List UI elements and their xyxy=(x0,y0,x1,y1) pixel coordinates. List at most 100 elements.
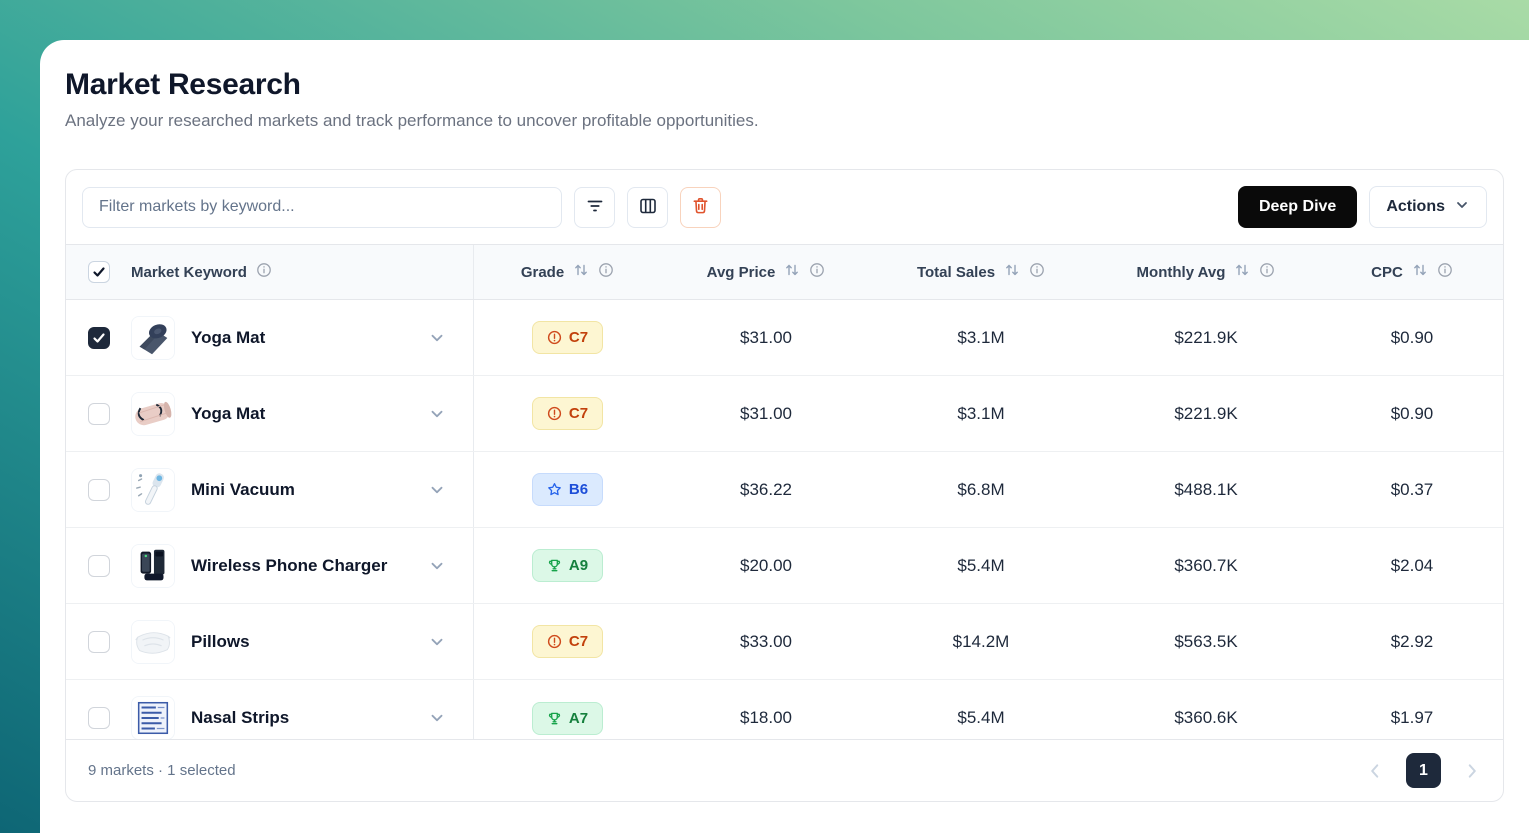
column-header-grade: Grade xyxy=(474,262,661,282)
total-sales-value: $5.4M xyxy=(957,708,1005,727)
column-header-avg-price: Avg Price xyxy=(661,262,871,282)
chevron-down-icon[interactable] xyxy=(428,709,446,727)
sort-icon[interactable] xyxy=(1412,262,1428,282)
trophy-icon xyxy=(547,558,562,573)
total-sales-value: $3.1M xyxy=(957,403,1005,423)
delete-button[interactable] xyxy=(680,186,721,228)
grade-badge: B6 xyxy=(531,473,604,506)
grade-cell: C7 xyxy=(474,625,661,658)
row-checkbox[interactable] xyxy=(87,402,110,425)
grade-value: C7 xyxy=(568,329,589,346)
info-icon[interactable] xyxy=(598,262,614,282)
sort-icon[interactable] xyxy=(1234,262,1250,282)
table-row: Pillows C7 $33.00 $14.2M $563.5K $2.92 xyxy=(66,604,1503,680)
grade-value: C7 xyxy=(568,633,589,650)
actions-button[interactable]: Actions xyxy=(1369,186,1487,228)
toolbar-actions: Deep Dive Actions xyxy=(1237,186,1487,228)
avg-price-value: $20.00 xyxy=(740,555,792,575)
total-sales-value: $5.4M xyxy=(957,555,1005,575)
row-checkbox[interactable] xyxy=(87,554,110,577)
chevron-down-icon[interactable] xyxy=(428,329,446,347)
markets-panel: Deep Dive Actions Market Keyword Grade xyxy=(65,169,1504,802)
chevron-left-icon[interactable] xyxy=(1366,762,1384,780)
avg-price-value: $33.00 xyxy=(740,631,792,651)
info-icon[interactable] xyxy=(1259,262,1275,282)
market-keyword-label: Yoga Mat xyxy=(191,403,266,423)
selection-summary: 9 markets · 1 selected xyxy=(88,762,236,779)
product-image xyxy=(131,696,175,739)
grade-cell: C7 xyxy=(474,321,661,354)
info-icon[interactable] xyxy=(809,262,825,282)
filter-lines-icon xyxy=(585,196,605,219)
column-header-total-sales: Total Sales xyxy=(871,262,1091,282)
select-all-checkbox[interactable] xyxy=(87,261,110,283)
cpc-value: $2.04 xyxy=(1390,555,1434,575)
market-keyword-cell: Pillows xyxy=(131,604,474,679)
table-row: Wireless Phone Charger A9 $20.00 $5.4M $… xyxy=(66,528,1503,604)
grade-badge: A9 xyxy=(531,549,604,582)
cpc-value: $0.90 xyxy=(1390,403,1434,423)
product-image xyxy=(131,543,175,588)
product-image xyxy=(131,619,175,664)
product-image xyxy=(131,391,175,436)
chevron-down-icon[interactable] xyxy=(428,633,446,651)
cpc-value: $0.90 xyxy=(1390,327,1434,347)
cpc-value: $0.37 xyxy=(1390,479,1434,499)
total-sales-value: $3.1M xyxy=(957,327,1005,347)
columns-button[interactable] xyxy=(627,186,668,228)
table-footer: 9 markets · 1 selected 1 xyxy=(66,739,1503,801)
info-icon[interactable] xyxy=(1029,262,1045,282)
avg-price-value: $31.00 xyxy=(740,403,792,423)
market-keyword-cell: Yoga Mat xyxy=(131,376,474,451)
market-keyword-label: Pillows xyxy=(191,631,250,651)
row-checkbox[interactable] xyxy=(87,478,110,501)
monthly-avg-value: $221.9K xyxy=(1174,327,1238,347)
row-checkbox-cell xyxy=(66,630,131,653)
chevron-down-icon[interactable] xyxy=(428,481,446,499)
monthly-avg-value: $488.1K xyxy=(1174,479,1238,499)
total-sales-value: $14.2M xyxy=(952,631,1010,651)
grade-value: A9 xyxy=(568,557,589,574)
chevron-down-icon[interactable] xyxy=(428,405,446,423)
market-keyword-label: Yoga Mat xyxy=(191,327,266,347)
grade-value: B6 xyxy=(568,481,589,498)
grade-badge: C7 xyxy=(531,397,604,430)
page-title: Market Research xyxy=(65,68,301,101)
table-header-row: Market Keyword Grade Avg Price Total Sal… xyxy=(66,244,1503,300)
market-keyword-label: Mini Vacuum xyxy=(191,479,295,499)
product-image xyxy=(131,467,175,512)
table-row: Nasal Strips A7 $18.00 $5.4M $360.6K $1.… xyxy=(66,680,1503,739)
alert-circle-icon xyxy=(547,634,562,649)
column-header-monthly-avg: Monthly Avg xyxy=(1091,262,1321,282)
deep-dive-button[interactable]: Deep Dive xyxy=(1237,186,1358,228)
sort-icon[interactable] xyxy=(573,262,589,282)
total-sales-value: $6.8M xyxy=(957,479,1005,499)
chevron-down-icon[interactable] xyxy=(428,557,446,575)
chevron-right-icon[interactable] xyxy=(1463,762,1481,780)
row-checkbox[interactable] xyxy=(87,326,110,349)
cpc-value: $2.92 xyxy=(1390,631,1434,651)
table-row: Yoga Mat C7 $31.00 $3.1M $221.9K $0.90 xyxy=(66,300,1503,376)
sort-icon[interactable] xyxy=(784,262,800,282)
row-checkbox[interactable] xyxy=(87,707,110,729)
avg-price-value: $31.00 xyxy=(740,327,792,347)
table-row: Yoga Mat C7 $31.00 $3.1M $221.9K $0.90 xyxy=(66,376,1503,452)
sort-icon[interactable] xyxy=(1004,262,1020,282)
filter-input[interactable] xyxy=(82,186,562,228)
filter-button[interactable] xyxy=(574,186,615,228)
main-card: Market Research Analyze your researched … xyxy=(40,40,1529,833)
grade-value: A7 xyxy=(568,709,589,727)
page-button-1[interactable]: 1 xyxy=(1406,753,1441,788)
market-keyword-label: Nasal Strips xyxy=(191,708,290,727)
table-row: Mini Vacuum B6 $36.22 $6.8M $488.1K $0.3… xyxy=(66,452,1503,528)
grade-badge: C7 xyxy=(531,321,604,354)
alert-circle-icon xyxy=(547,406,562,421)
trash-icon xyxy=(691,196,710,218)
market-keyword-cell: Wireless Phone Charger xyxy=(131,528,474,603)
monthly-avg-value: $221.9K xyxy=(1174,403,1238,423)
grade-cell: C7 xyxy=(474,397,661,430)
info-icon[interactable] xyxy=(256,262,272,282)
info-icon[interactable] xyxy=(1437,262,1453,282)
row-checkbox[interactable] xyxy=(87,630,110,653)
row-checkbox-cell xyxy=(66,554,131,577)
